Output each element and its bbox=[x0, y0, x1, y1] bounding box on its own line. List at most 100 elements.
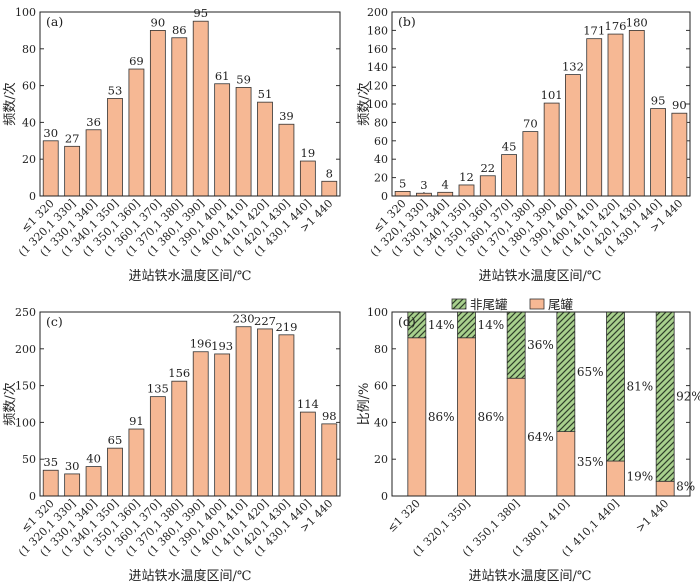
x-axis-label: 进站铁水温度区间/℃ bbox=[129, 568, 252, 584]
y-tick-label: 140 bbox=[367, 61, 388, 74]
bar-value-label: 69 bbox=[129, 54, 144, 68]
bar-segment-feiweiguan bbox=[655, 311, 675, 482]
bar bbox=[628, 29, 645, 197]
bar-value-label: 65 bbox=[108, 433, 123, 447]
bar-value-label: 171 bbox=[583, 24, 605, 38]
bar bbox=[42, 140, 59, 197]
y-tick-label: 50 bbox=[22, 453, 36, 466]
plot-frame bbox=[39, 311, 341, 497]
bar bbox=[257, 101, 273, 197]
y-tick-label: 200 bbox=[15, 343, 36, 356]
bar-value-label: 90 bbox=[151, 15, 166, 29]
bar-segment-weiguan bbox=[506, 377, 526, 497]
bar bbox=[128, 68, 145, 197]
bar bbox=[235, 326, 252, 497]
bar-value-label: 35 bbox=[43, 455, 58, 469]
y-axis-label: 比例/% bbox=[357, 383, 372, 426]
y-tick-label: 180 bbox=[367, 24, 388, 37]
y-tick-label: 0 bbox=[29, 490, 36, 503]
bar-value-label: 230 bbox=[233, 312, 255, 326]
y-tick-label: 80 bbox=[374, 116, 388, 129]
bar-value-label: 27 bbox=[65, 131, 80, 145]
y-tick-label: 0 bbox=[381, 490, 388, 503]
bar bbox=[42, 469, 59, 497]
bar bbox=[586, 38, 603, 197]
x-tick-label: ≤1 320 bbox=[385, 497, 423, 535]
y-tick-label: 100 bbox=[15, 6, 36, 19]
y-tick-label: 120 bbox=[367, 80, 388, 93]
segment-label-weiguan: 35% bbox=[577, 455, 604, 469]
segment-label-weiguan: 8% bbox=[676, 480, 695, 494]
bar bbox=[543, 102, 560, 197]
y-tick-label: 60 bbox=[374, 135, 388, 148]
bar-value-label: 70 bbox=[523, 117, 538, 131]
panel-label: (b) bbox=[398, 14, 416, 29]
bar-segment-feiweiguan bbox=[556, 311, 576, 432]
bar bbox=[107, 98, 123, 197]
bar-segment-weiguan bbox=[655, 480, 675, 497]
segment-label-feiweiguan: 14% bbox=[478, 318, 505, 332]
bar bbox=[149, 396, 166, 497]
bar bbox=[321, 180, 338, 197]
bar-segment-weiguan bbox=[556, 431, 576, 497]
y-tick-label: 250 bbox=[15, 306, 36, 319]
bar-value-label: 132 bbox=[562, 60, 584, 74]
bar bbox=[171, 380, 188, 497]
bar bbox=[85, 466, 102, 497]
bar-segment-feiweiguan bbox=[506, 311, 526, 379]
bar bbox=[501, 154, 517, 197]
bar-value-label: 180 bbox=[626, 15, 648, 29]
legend-swatch-weiguan bbox=[529, 298, 545, 310]
bar bbox=[299, 411, 316, 497]
y-axis-label: 频数/次 bbox=[2, 382, 18, 425]
bar-value-label: 53 bbox=[108, 83, 123, 97]
y-axis-label: 频数/次 bbox=[2, 82, 18, 125]
bar-value-label: 86 bbox=[172, 23, 187, 37]
bar bbox=[394, 190, 411, 197]
y-tick-label: 40 bbox=[22, 116, 36, 129]
bar bbox=[257, 328, 273, 497]
bar bbox=[171, 37, 188, 197]
panel-label: (a) bbox=[46, 14, 63, 29]
plot-frame bbox=[391, 11, 691, 197]
plot-frame bbox=[39, 11, 341, 197]
bar-value-label: 193 bbox=[211, 339, 233, 353]
bar-value-label: 227 bbox=[254, 314, 276, 328]
bar-value-label: 95 bbox=[193, 6, 208, 20]
legend-label-weiguan: 尾罐 bbox=[548, 297, 574, 312]
bar bbox=[522, 131, 539, 197]
bar bbox=[85, 129, 102, 197]
bar-value-label: 39 bbox=[279, 109, 294, 123]
y-tick-label: 40 bbox=[374, 153, 388, 166]
panel-label: (c) bbox=[46, 314, 63, 329]
bar-value-label: 219 bbox=[275, 320, 297, 334]
bar bbox=[479, 175, 496, 197]
x-axis-label: 进站铁水温度区间/℃ bbox=[469, 568, 592, 584]
legend-swatch-feiweiguan bbox=[451, 298, 467, 310]
segment-label-weiguan: 86% bbox=[428, 410, 455, 424]
segment-label-weiguan: 86% bbox=[478, 410, 505, 424]
bar-value-label: 196 bbox=[190, 337, 212, 351]
bar bbox=[437, 191, 454, 197]
legend-label-feiweiguan: 非尾罐 bbox=[470, 297, 508, 312]
bar bbox=[192, 20, 209, 197]
bar-value-label: 51 bbox=[258, 87, 273, 101]
y-tick-label: 200 bbox=[367, 6, 388, 19]
bar-value-label: 90 bbox=[672, 98, 687, 112]
segment-label-feiweiguan: 14% bbox=[428, 318, 455, 332]
bar bbox=[671, 112, 688, 197]
bar-segment-feiweiguan bbox=[457, 311, 476, 339]
bar-value-label: 3 bbox=[420, 178, 427, 192]
bar-value-label: 59 bbox=[236, 72, 251, 86]
bar bbox=[192, 351, 209, 497]
bar-value-label: 4 bbox=[442, 177, 449, 191]
y-tick-label: 60 bbox=[374, 380, 388, 393]
bar bbox=[650, 108, 666, 197]
bar bbox=[278, 334, 295, 497]
bar-value-label: 95 bbox=[651, 94, 666, 108]
